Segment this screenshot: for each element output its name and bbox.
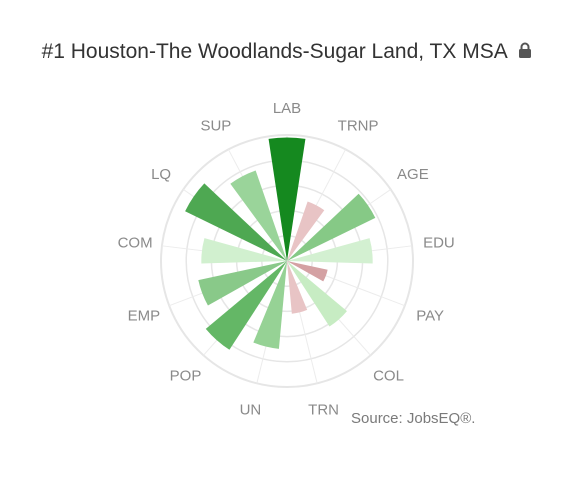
axis-label-lab: LAB	[273, 100, 301, 117]
chart-title: #1 Houston-The Woodlands-Sugar Land, TX …	[41, 40, 507, 63]
axis-label-emp: EMP	[128, 307, 161, 324]
bar-trnp[interactable]	[287, 201, 325, 261]
axis-label-col: COL	[373, 368, 404, 385]
bar-un[interactable]	[253, 261, 287, 349]
bar-edu[interactable]	[287, 238, 373, 264]
axis-label-sup: SUP	[200, 118, 231, 135]
lock-icon	[519, 42, 532, 58]
chart-title-row: #1 Houston-The Woodlands-Sugar Land, TX …	[0, 40, 574, 64]
bar-lab[interactable]	[268, 137, 306, 261]
bar-emp[interactable]	[198, 261, 287, 306]
bar-age[interactable]	[287, 193, 376, 261]
bar-lq[interactable]	[185, 183, 287, 261]
axis-label-pay: PAY	[416, 307, 444, 324]
bar-sup[interactable]	[230, 170, 287, 261]
bar-pop[interactable]	[205, 261, 287, 350]
source-note: Source: JobsEQ®.	[351, 410, 476, 427]
axis-label-age: AGE	[397, 166, 429, 183]
chart-bars	[185, 137, 376, 350]
axis-label-lq: LQ	[151, 166, 171, 183]
axis-label-un: UN	[240, 402, 262, 419]
bar-com[interactable]	[201, 238, 287, 264]
axis-label-pop: POP	[170, 368, 202, 385]
bar-col[interactable]	[287, 261, 347, 327]
axis-labels: LAB TRNP AGE EDU PAY COL TRN UN POP EMP COM LQ SUP	[118, 100, 455, 419]
axis-label-com: COM	[118, 235, 153, 252]
axis-label-trnp: TRNP	[338, 118, 379, 135]
bar-trn[interactable]	[287, 261, 308, 314]
axis-label-trn: TRN	[308, 402, 339, 419]
bar-pay[interactable]	[287, 261, 328, 282]
axis-label-edu: EDU	[423, 235, 455, 252]
